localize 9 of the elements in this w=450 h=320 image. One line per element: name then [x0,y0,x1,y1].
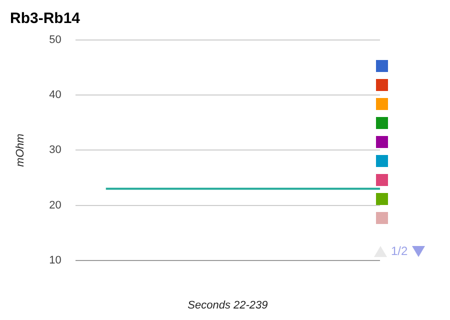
y-tick-label: 10 [49,254,62,266]
y-tick-label: 20 [49,199,62,212]
y-tick-label: 40 [49,89,62,102]
chart-title: Rb3-Rb14 [10,10,81,28]
y-axis-title: mOhm [14,134,27,167]
y-tick-label: 30 [49,144,62,156]
x-axis-title: Seconds 22-239 [188,299,268,312]
text: 1/2 [391,244,408,258]
y-tick-label: 50 [49,34,62,46]
